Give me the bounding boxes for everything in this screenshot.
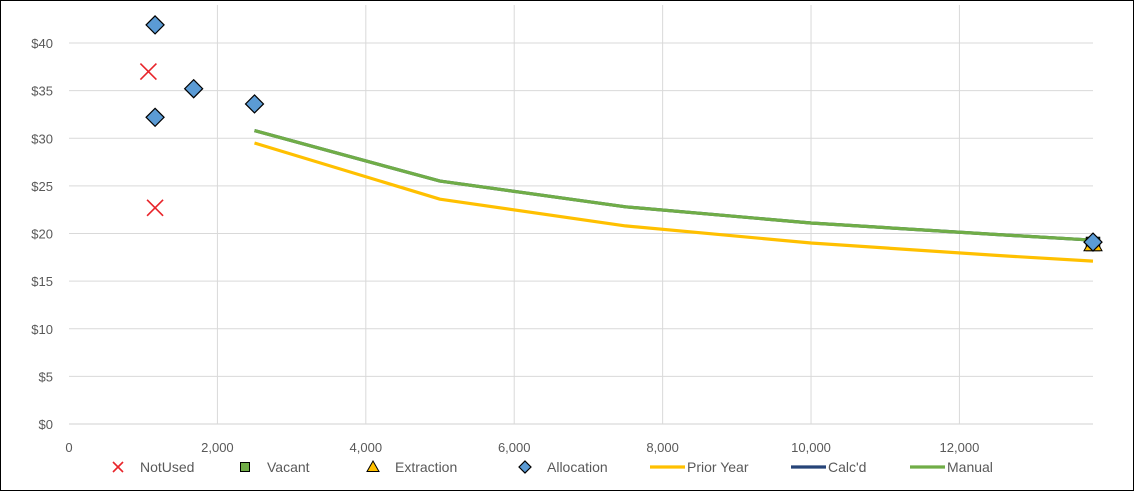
x-mark-stroke (112, 461, 124, 473)
legend-item-prior-year: Prior Year (650, 459, 749, 475)
legend-item-vacant: Vacant (240, 459, 310, 475)
x-tick-label: 4,000 (350, 440, 383, 455)
legend-item-extraction: Extraction (366, 459, 457, 475)
legend-label: Vacant (267, 459, 310, 475)
legend-item-manual: Manual (910, 459, 993, 475)
x-tick-label: 6,000 (498, 440, 531, 455)
legend-item-allocation: Allocation (518, 459, 608, 475)
legend-item-notused: NotUsed (112, 459, 194, 475)
notused-point (139, 63, 157, 81)
manual-line (254, 129, 1094, 242)
x-mark-stroke (146, 199, 164, 217)
legend-label: NotUsed (140, 459, 194, 475)
legend-marker-swatch (366, 459, 380, 472)
legend-marker-swatch (112, 461, 124, 473)
y-tick-label: $0 (39, 417, 53, 432)
x-tick-label: 8,000 (646, 440, 679, 455)
x-tick-label: 10,000 (791, 440, 831, 455)
plot-series (139, 15, 1103, 263)
y-tick-label: $35 (31, 84, 53, 99)
allocation-point (145, 107, 165, 128)
legend-label: Calc'd (828, 459, 866, 475)
legend-marker-swatch (240, 462, 250, 472)
allocation-point (145, 15, 165, 35)
y-tick-label: $30 (31, 131, 53, 146)
notused-point (146, 199, 164, 217)
y-tick-label: $15 (31, 274, 53, 289)
legend-label: Allocation (547, 459, 608, 475)
x-mark-stroke (139, 63, 157, 81)
y-tick-label: $25 (31, 179, 53, 194)
allocation-point (1083, 232, 1103, 252)
legend-item-calc-d: Calc'd (791, 459, 866, 475)
legend-label: Manual (947, 459, 993, 475)
legend-marker-swatch (518, 460, 532, 474)
y-tick-label: $20 (31, 227, 53, 242)
prior-year-line (254, 141, 1094, 263)
x-tick-label: 2,000 (201, 440, 234, 455)
y-tick-label: $5 (39, 369, 53, 384)
y-tick-label: $40 (31, 36, 53, 51)
gridlines (69, 5, 1093, 424)
allocation-point (244, 94, 265, 114)
legend-label: Prior Year (687, 459, 749, 475)
allocation-point (183, 78, 204, 99)
x-tick-label: 12,000 (940, 440, 980, 455)
y-tick-label: $10 (31, 322, 53, 337)
legend-label: Extraction (395, 459, 457, 475)
axes: $0 $5 $10 $15 $20 $25 $30 $35 $40 0 2,000 4,000 6,00… (31, 36, 1093, 455)
legend: NotUsed Vacant Extraction Allocation Prior Y… (112, 459, 993, 475)
x-tick-label: 0 (65, 440, 72, 455)
